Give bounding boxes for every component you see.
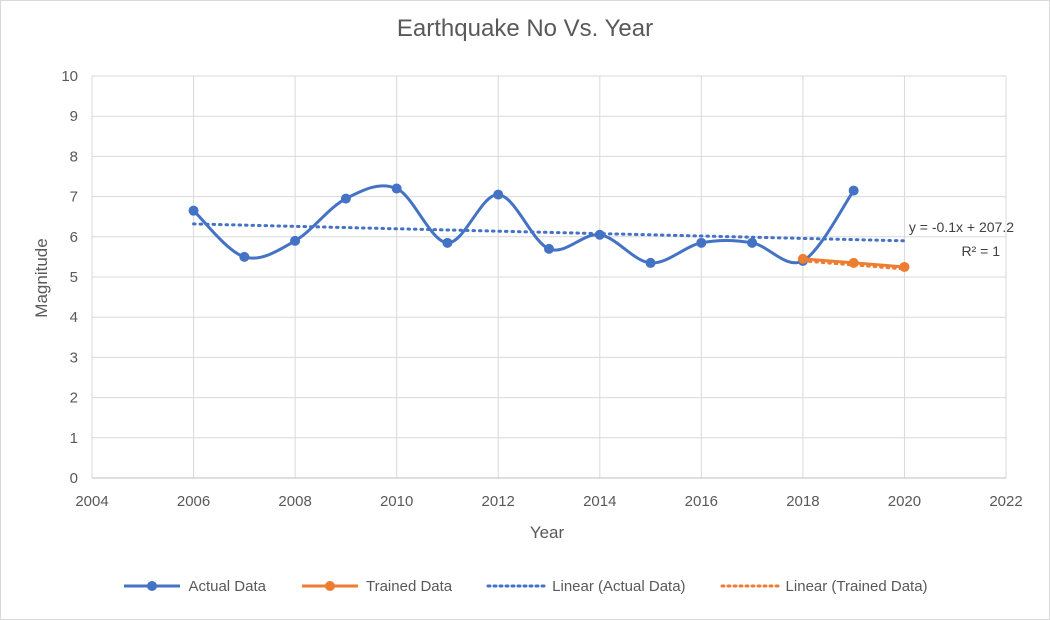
data-point-trained[interactable] [797,253,808,264]
data-point-actual[interactable] [188,205,199,216]
y-tick-labels: 0 1 2 3 4 5 6 7 8 9 10 [61,68,78,487]
y-tick-label: 8 [70,148,78,165]
legend-label-linear-actual: Linear (Actual Data) [552,577,686,595]
data-point-actual[interactable] [544,243,554,254]
x-tick-label: 2022 [989,493,1022,510]
y-tick-label: 6 [70,229,78,246]
series-line-actual [192,184,855,265]
data-point-actual[interactable] [239,251,250,262]
data-point-actual[interactable] [747,237,758,248]
y-axis-label: Magnitude [32,238,51,317]
data-point-actual[interactable] [848,185,859,196]
y-tick-label: 3 [70,349,78,366]
legend: Actual Data Trained Data Linear (Actual … [0,576,1050,596]
x-tick-label: 2014 [583,493,616,510]
legend-swatch-actual [124,581,181,591]
legend-item-linear-actual[interactable]: Linear (Actual Data) [486,576,686,596]
x-tick-label: 2004 [75,493,108,510]
legend-item-linear-trained[interactable]: Linear (Trained Data) [720,576,928,596]
legend-label-trained: Trained Data [365,577,453,595]
data-point-trained[interactable] [848,257,859,268]
series-layer [188,183,910,272]
legend-swatch-linear-actual [486,584,546,588]
data-point-trained[interactable] [899,261,910,272]
data-point-actual[interactable] [442,237,453,248]
y-tick-label: 1 [70,430,78,447]
data-point-actual[interactable] [493,189,504,200]
legend-swatch-trained [301,581,358,591]
x-tick-label: 2012 [482,493,515,510]
y-tick-label: 4 [70,309,78,326]
x-tick-label: 2016 [685,493,718,510]
legend-label-actual: Actual Data [188,577,266,595]
y-tick-label: 5 [70,269,78,286]
y-tick-label: 2 [70,390,78,407]
chart-title: Earthquake No Vs. Year [396,15,654,42]
x-axis-label: Year [530,523,565,542]
y-tick-label: 7 [70,189,78,206]
y-tick-label: 10 [61,68,78,85]
legend-label-linear-trained: Linear (Trained Data) [785,577,928,595]
data-point-actual[interactable] [645,257,656,268]
legend-swatch-linear-trained [720,584,780,588]
data-point-actual[interactable] [391,183,402,194]
x-tick-label: 2018 [786,493,819,510]
y-tick-label: 0 [70,470,78,487]
x-tick-labels: 2004 2006 2008 2010 2012 2014 2016 2018 2020 2022 [75,493,1022,510]
x-tick-label: 2008 [278,493,311,510]
data-point-actual[interactable] [594,229,605,240]
data-point-actual[interactable] [290,235,301,246]
data-point-actual[interactable] [340,193,351,204]
gridlines [91,75,1007,478]
legend-item-actual[interactable]: Actual Data [122,576,266,596]
data-point-actual[interactable] [696,237,707,248]
y-tick-label: 9 [70,108,78,125]
x-tick-label: 2010 [380,493,413,510]
x-tick-label: 2020 [888,493,921,510]
x-tick-label: 2006 [177,493,210,510]
legend-item-trained[interactable]: Trained Data [300,576,452,596]
trendline-r-squared: R² = 1 [961,243,1000,259]
trendline-equation: y = -0.1x + 207.2 [909,219,1014,235]
